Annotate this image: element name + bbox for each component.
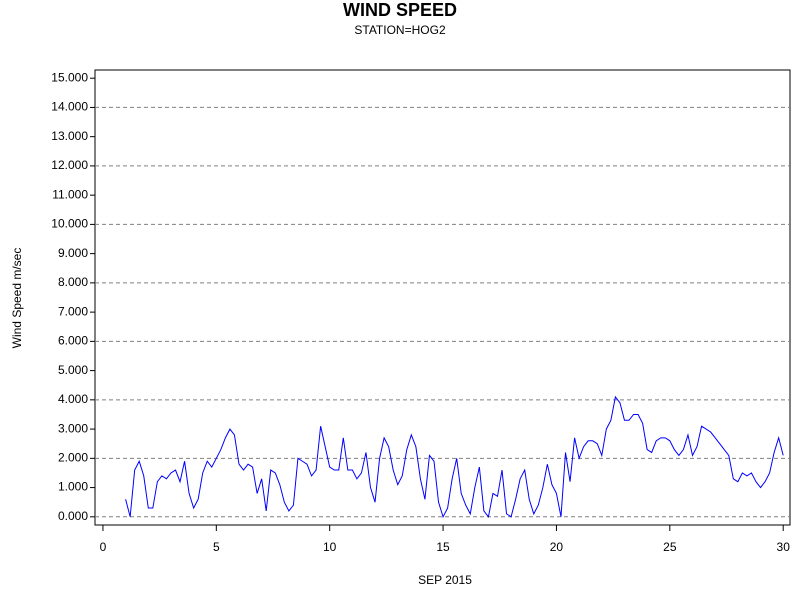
- y-tick-label: 0.000: [58, 509, 88, 523]
- x-axis-label: SEP 2015: [418, 573, 472, 587]
- y-tick-label: 12.000: [51, 158, 88, 172]
- x-tick-label: 25: [663, 540, 677, 554]
- y-tick-label: 15.000: [51, 70, 88, 84]
- y-tick-label: 3.000: [58, 421, 88, 435]
- y-tick-label: 2.000: [58, 451, 88, 465]
- chart-title: WIND SPEED: [343, 0, 457, 20]
- y-tick-label: 13.000: [51, 129, 88, 143]
- x-tick-label: 0: [100, 540, 107, 554]
- y-tick-label: 8.000: [58, 275, 88, 289]
- x-tick-label: 5: [213, 540, 220, 554]
- y-tick-label: 10.000: [51, 217, 88, 231]
- x-tick-label: 20: [550, 540, 564, 554]
- y-axis-label: Wind Speed m/sec: [10, 248, 24, 349]
- x-tick-label: 30: [777, 540, 791, 554]
- chart-subtitle: STATION=HOG2: [354, 23, 446, 37]
- x-tick-label: 15: [436, 540, 450, 554]
- data-line: [125, 395, 784, 519]
- y-tick-label: 11.000: [52, 187, 88, 201]
- plot-frame: [94, 69, 791, 526]
- y-tick-label: 6.000: [58, 334, 88, 348]
- y-tick-label: 14.000: [51, 100, 88, 114]
- y-tick-label: 5.000: [58, 363, 88, 377]
- y-tick-label: 4.000: [58, 392, 88, 406]
- x-tick-label: 10: [323, 540, 337, 554]
- y-tick-label: 9.000: [58, 246, 88, 260]
- y-tick-label: 7.000: [58, 304, 88, 318]
- y-tick-label: 1.000: [58, 480, 88, 494]
